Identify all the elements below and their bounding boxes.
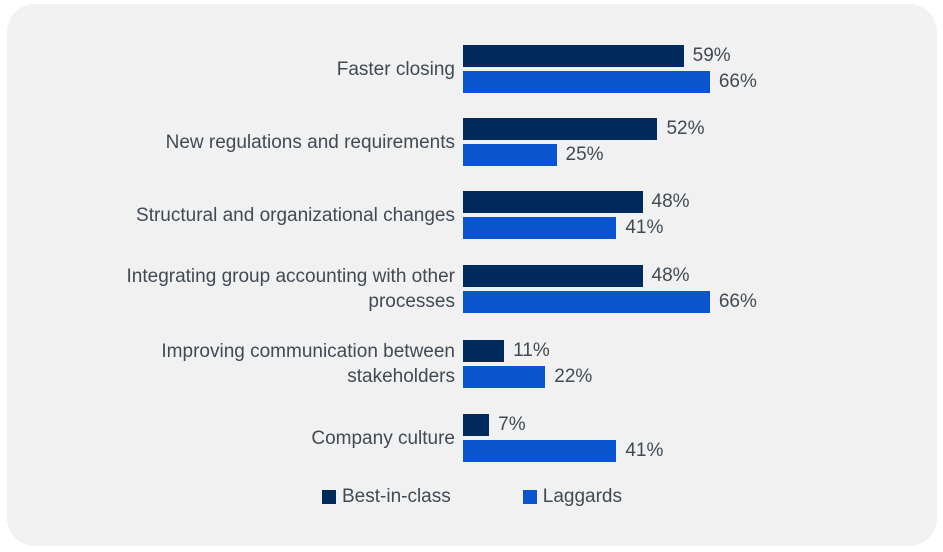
bar-best-in-class — [463, 414, 490, 436]
bar-group: 52% 25% — [463, 118, 937, 166]
bar-best-in-class — [463, 340, 505, 362]
bar-group: 48% 41% — [463, 191, 937, 239]
legend-label-best-in-class: Best-in-class — [342, 486, 451, 507]
bar-value-label: 7% — [498, 414, 526, 435]
bar-laggards — [463, 71, 710, 93]
bar-line: 25% — [463, 144, 937, 166]
bar-value-label: 11% — [513, 340, 550, 361]
category-label: Faster closing — [336, 58, 455, 80]
bar-value-label: 22% — [554, 366, 593, 387]
bar-line: 22% — [463, 366, 937, 388]
legend-label-laggards: Laggards — [542, 486, 622, 507]
bar-value-label: 41% — [625, 440, 664, 461]
category-label: Integrating group accounting with other … — [126, 266, 456, 312]
category-label: Structural and organizational changes — [136, 204, 455, 226]
bar-group: 48% 66% — [463, 265, 937, 313]
bar-value-label: 41% — [625, 217, 664, 238]
bar-laggards — [463, 440, 617, 462]
bar-group: 11% 22% — [463, 340, 937, 388]
chart-row: Integrating group accounting with other … — [7, 264, 937, 314]
bar-value-label: 66% — [718, 71, 757, 92]
bar-laggards — [463, 217, 617, 239]
bar-line: 7% — [463, 414, 937, 436]
bar-value-label: 48% — [651, 191, 690, 212]
chart-row: New regulations and requirements 52% 25% — [7, 118, 937, 166]
legend-item-laggards: Laggards — [522, 486, 622, 508]
bar-line: 11% — [463, 340, 937, 362]
bar-line: 52% — [463, 118, 937, 140]
legend-swatch-best-in-class-icon — [322, 490, 336, 504]
category-label: New regulations and requirements — [165, 131, 455, 153]
bar-line: 48% — [463, 265, 937, 287]
bar-line: 59% — [463, 45, 937, 67]
bar-value-label: 25% — [565, 144, 604, 165]
chart-row: Improving communication between stakehol… — [7, 339, 937, 389]
bar-value-label: 52% — [666, 118, 705, 139]
category-label: Improving communication between stakehol… — [161, 341, 455, 387]
bar-value-label: 48% — [651, 265, 690, 286]
bar-laggards — [463, 144, 557, 166]
bar-best-in-class — [463, 118, 658, 140]
bar-group: 7% 41% — [463, 414, 937, 462]
bar-value-label: 59% — [692, 45, 731, 66]
bar-value-label: 66% — [718, 291, 757, 312]
chart-row: Structural and organizational changes 48%… — [7, 191, 937, 239]
bar-line: 66% — [463, 71, 937, 93]
bar-line: 48% — [463, 191, 937, 213]
bar-chart: Faster closing 59% 66% New regulations and … — [7, 45, 937, 487]
bar-laggards — [463, 366, 546, 388]
category-label: Company culture — [311, 427, 455, 449]
legend-swatch-laggards-icon — [522, 490, 537, 504]
bar-line: 41% — [463, 217, 937, 239]
chart-row: Faster closing 59% 66% — [7, 45, 937, 93]
chart-card: Faster closing 59% 66% New regulations and … — [7, 4, 937, 546]
bar-line: 66% — [463, 291, 937, 313]
bar-group: 59% 66% — [463, 45, 937, 93]
bar-best-in-class — [463, 191, 643, 213]
bar-best-in-class — [463, 45, 684, 67]
chart-row: Company culture 7% 41% — [7, 414, 937, 462]
bar-best-in-class — [463, 265, 643, 287]
legend-item-best-in-class: Best-in-class — [322, 486, 451, 508]
chart-legend: Best-in-class Laggards — [7, 486, 937, 508]
bar-laggards — [463, 291, 710, 313]
bar-line: 41% — [463, 440, 937, 462]
